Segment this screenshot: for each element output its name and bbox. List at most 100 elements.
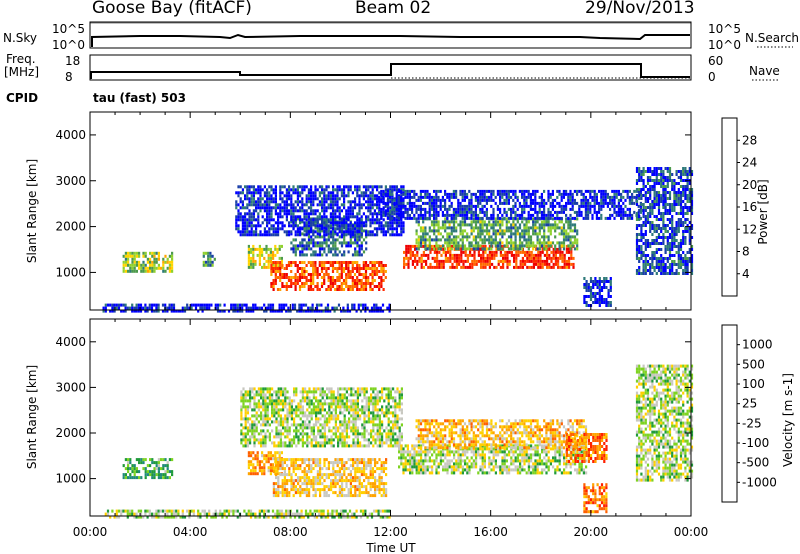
- heatmap-cell: [155, 303, 158, 307]
- heatmap-cell: [400, 189, 403, 193]
- heatmap-cell: [164, 473, 167, 477]
- heatmap-cell: [430, 201, 433, 205]
- heatmap-cell: [444, 217, 447, 221]
- heatmap-cell: [435, 195, 438, 199]
- heatmap-cell: [491, 250, 494, 254]
- heatmap-cell: [378, 288, 381, 291]
- heatmap-cell: [327, 191, 330, 195]
- heatmap-cell: [292, 485, 295, 489]
- heatmap-cell: [272, 256, 275, 260]
- heatmap-cell: [321, 244, 324, 248]
- heatmap-cell: [325, 206, 328, 210]
- heatmap-cell: [393, 188, 396, 192]
- heatmap-cell: [660, 218, 663, 221]
- heatmap-cell: [393, 185, 396, 189]
- heatmap-cell: [649, 221, 652, 224]
- heatmap-cell: [294, 264, 297, 267]
- heatmap-cell: [389, 195, 392, 199]
- heatmap-cell: [433, 204, 436, 208]
- heatmap-cell: [589, 204, 592, 208]
- heatmap-cell: [435, 238, 438, 242]
- heatmap-cell: [609, 198, 612, 202]
- heatmap-cell: [512, 216, 515, 220]
- heatmap-cell: [651, 188, 654, 191]
- heatmap-cell: [336, 267, 339, 270]
- heatmap-cell: [387, 227, 390, 231]
- heatmap-cell: [452, 207, 455, 211]
- heatmap-cell: [310, 218, 313, 222]
- heatmap-cell: [472, 235, 475, 239]
- heatmap-cell: [294, 220, 297, 224]
- heatmap-cell: [303, 267, 306, 270]
- heatmap-cell: [413, 189, 416, 193]
- heatmap-cell: [657, 167, 661, 170]
- heatmap-cell: [153, 467, 156, 471]
- heatmap-cell: [294, 250, 297, 254]
- heatmap-cell: [314, 191, 317, 195]
- heatmap-cell: [288, 224, 291, 228]
- heatmap-cell: [327, 488, 330, 492]
- heatmap-cell: [310, 230, 313, 234]
- heatmap-cell: [515, 253, 518, 257]
- heatmap-cell: [307, 306, 310, 310]
- heatmap-cell: [512, 210, 515, 214]
- heatmap-cell: [662, 194, 665, 197]
- heatmap-cell: [389, 200, 392, 204]
- heatmap-cell: [540, 235, 544, 239]
- heatmap-cell: [660, 227, 663, 230]
- heatmap-cell: [415, 232, 418, 236]
- heatmap-cell: [655, 266, 658, 269]
- heatmap-cell: [598, 210, 601, 214]
- heatmap-cell: [512, 189, 515, 193]
- heatmap-cell: [607, 301, 610, 304]
- heatmap-cell: [397, 201, 400, 205]
- heatmap-cell: [437, 244, 440, 248]
- heatmap-cell: [611, 204, 614, 208]
- heatmap-cell: [474, 247, 478, 251]
- heatmap-cell: [160, 458, 163, 462]
- heatmap-cell: [338, 185, 341, 189]
- heatmap-cell: [151, 251, 154, 255]
- heatmap-cell: [371, 273, 374, 276]
- heatmap-cell: [679, 221, 683, 224]
- heatmap-cell: [327, 467, 330, 471]
- heatmap-cell: [583, 277, 586, 280]
- heatmap-cell: [254, 303, 257, 307]
- heatmap-cell: [146, 269, 149, 273]
- heatmap-cell: [477, 253, 480, 257]
- heatmap-cell: [611, 201, 614, 205]
- heatmap-cell: [567, 238, 570, 242]
- heatmap-cell: [336, 194, 339, 198]
- heatmap-cell: [325, 458, 328, 462]
- heatmap-cell: [679, 263, 683, 266]
- heatmap-cell: [664, 197, 667, 200]
- heatmap-cell: [279, 194, 282, 198]
- heatmap-cell: [248, 185, 251, 189]
- heatmap-cell: [444, 238, 447, 242]
- heatmap-cell: [369, 221, 372, 225]
- heatmap-cell: [510, 232, 513, 236]
- heatmap-cell: [349, 215, 352, 219]
- heatmap-cell: [529, 198, 532, 202]
- heatmap-cell: [540, 204, 543, 208]
- heatmap-cell: [294, 253, 297, 257]
- heatmap-cell: [283, 458, 286, 462]
- heatmap-cell: [447, 247, 450, 251]
- heatmap-cell: [543, 201, 546, 205]
- heatmap-cell: [331, 306, 334, 310]
- heatmap-cell: [414, 259, 417, 263]
- heatmap-cell: [568, 265, 571, 269]
- heatmap-cell: [342, 282, 346, 285]
- heatmap-cell: [514, 229, 517, 233]
- heatmap-cell: [690, 212, 694, 215]
- heatmap-cell: [463, 189, 466, 193]
- heatmap-cell: [332, 247, 335, 251]
- heatmap-cell: [613, 210, 616, 214]
- heatmap-cell: [356, 267, 359, 270]
- heatmap-cell: [548, 256, 551, 260]
- heatmap-cell: [316, 482, 319, 486]
- heatmap-cell: [617, 213, 620, 217]
- heatmap-cell: [316, 479, 319, 483]
- heatmap-cell: [299, 485, 302, 489]
- heatmap-cell: [507, 220, 511, 224]
